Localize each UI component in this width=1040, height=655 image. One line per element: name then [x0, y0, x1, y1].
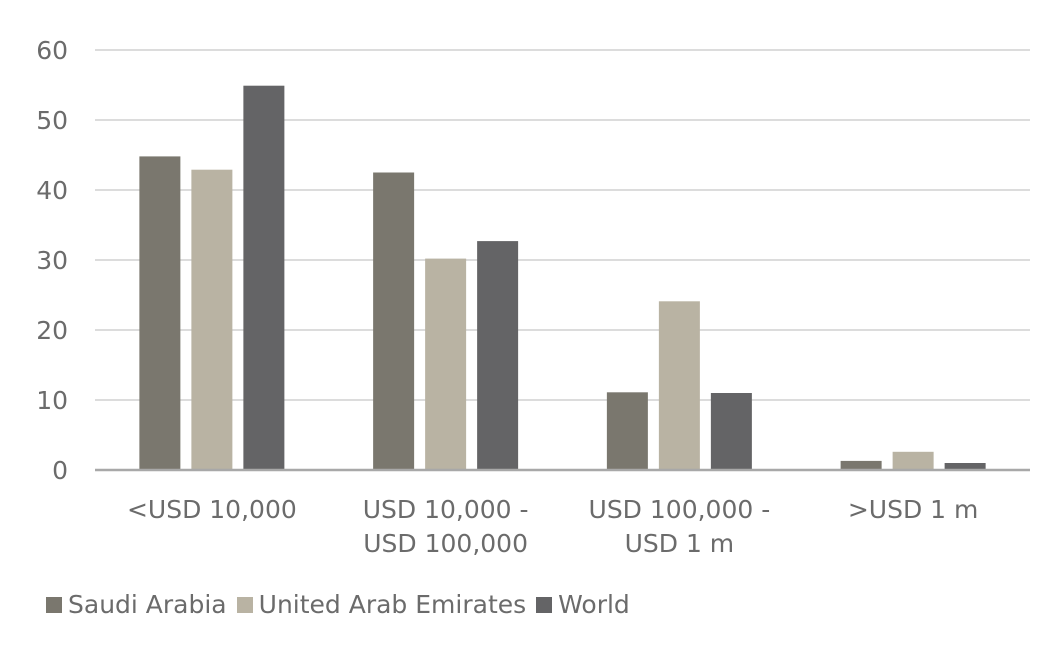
bar-united-arab-emirates — [892, 451, 934, 470]
legend-label: United Arab Emirates — [258, 590, 527, 619]
x-tick-label: <USD 10,000 — [127, 495, 297, 524]
legend-swatch — [46, 596, 62, 613]
legend-item: United Arab Emirates — [236, 590, 527, 619]
x-tick-label: USD 100,000 - — [589, 495, 771, 524]
x-tick-label: >USD 1 m — [848, 495, 979, 524]
bar-saudi-arabia — [373, 172, 415, 470]
y-tick-label: 0 — [52, 456, 68, 485]
bar-world — [477, 241, 519, 470]
bar-united-arab-emirates — [191, 169, 233, 470]
bar-world — [710, 393, 752, 470]
y-tick-label: 50 — [36, 106, 68, 135]
y-tick-label: 10 — [36, 386, 68, 415]
x-tick-label: USD 1 m — [625, 529, 735, 558]
bar-world — [243, 85, 285, 470]
y-tick-label: 20 — [36, 316, 68, 345]
y-tick-label: 30 — [36, 246, 68, 275]
legend-swatch — [536, 596, 553, 613]
legend-swatch — [236, 596, 253, 613]
y-tick-label: 60 — [36, 36, 68, 65]
legend-label: Saudi Arabia — [68, 590, 227, 619]
y-tick-label: 40 — [36, 176, 68, 205]
bar-united-arab-emirates — [425, 258, 467, 470]
bar-chart: 0 10 20 30 40 50 60 <USD 10,000 USD 10,000 - USD … — [36, 36, 1030, 558]
x-tick-label: USD 10,000 - — [363, 495, 529, 524]
bar-saudi-arabia — [139, 156, 181, 470]
bar-world — [944, 463, 986, 470]
bar-united-arab-emirates — [658, 301, 700, 470]
bar-saudi-arabia — [606, 392, 648, 470]
legend-item: World — [536, 590, 630, 619]
bar-saudi-arabia — [840, 460, 882, 470]
legend-label: World — [558, 590, 630, 619]
legend-item: Saudi Arabia — [46, 590, 227, 619]
legend: Saudi Arabia United Arab Emirates World — [46, 590, 640, 619]
x-tick-label: USD 100,000 — [363, 529, 528, 558]
